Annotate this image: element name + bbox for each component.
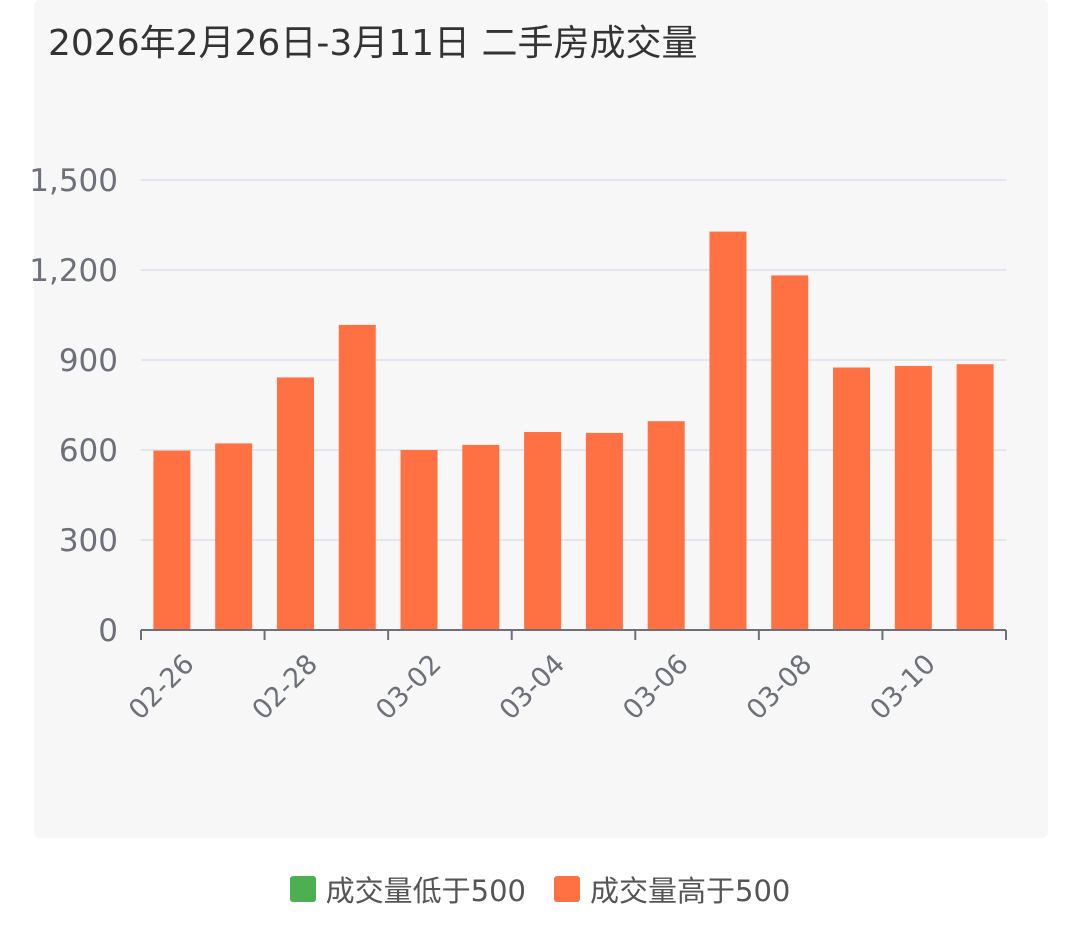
bar-03-04[interactable] [524,432,562,630]
legend-label-low: 成交量低于500 [325,874,526,908]
x-tick-label: 03-10 [864,649,941,726]
x-axis [140,629,1007,640]
y-tick-label: 0 [98,613,118,649]
x-tick-label: 03-06 [617,649,694,726]
legend-label-high: 成交量高于500 [590,874,791,908]
y-tick-label: 300 [59,523,118,559]
bar-02-27[interactable] [215,443,253,630]
y-tick-label: 1,200 [29,253,118,289]
y-tick-label: 600 [59,433,118,469]
bar-03-09[interactable] [833,367,871,631]
grid-lines [141,179,1006,541]
x-tick-label: 03-04 [494,649,571,726]
bar-03-11[interactable] [956,364,994,630]
bar-03-01[interactable] [338,324,376,630]
legend-item-high[interactable]: 成交量高于500 [554,868,790,910]
bar-03-03[interactable] [462,444,500,630]
bar-02-26[interactable] [153,450,191,630]
legend-swatch-high [554,876,580,902]
y-axis-labels: 0 300 600 900 1,200 1,500 [29,163,118,649]
bar-chart: 0 300 600 900 1,200 1,500 02-26 02-28 03-02 03-0… [29,163,1007,726]
x-tick-label: 02-28 [247,649,324,726]
y-tick-label: 900 [59,343,118,379]
chart-title: 2026年2月26日-3月11日 二手房成交量 [48,23,698,64]
x-tick-label: 02-26 [123,649,200,726]
bars [153,231,994,631]
bar-03-07[interactable] [709,231,747,630]
bar-03-05[interactable] [585,432,623,630]
legend-swatch-low [289,876,316,902]
x-axis-labels: 02-26 02-28 03-02 03-04 03-06 03-08 03-10 [123,649,942,726]
x-tick-label: 03-08 [741,649,818,726]
bar-03-08[interactable] [771,275,809,630]
legend[interactable]: 成交量低于500 成交量高于500 [0,868,1080,910]
bar-03-02[interactable] [400,450,438,630]
bar-02-28[interactable] [276,377,314,630]
legend-item-low[interactable]: 成交量低于500 [289,868,526,910]
x-tick-label: 03-02 [370,649,447,726]
bar-03-06[interactable] [647,421,685,630]
chart-card [34,0,1048,838]
bar-03-10[interactable] [894,366,932,630]
y-tick-label: 1,500 [29,163,118,199]
